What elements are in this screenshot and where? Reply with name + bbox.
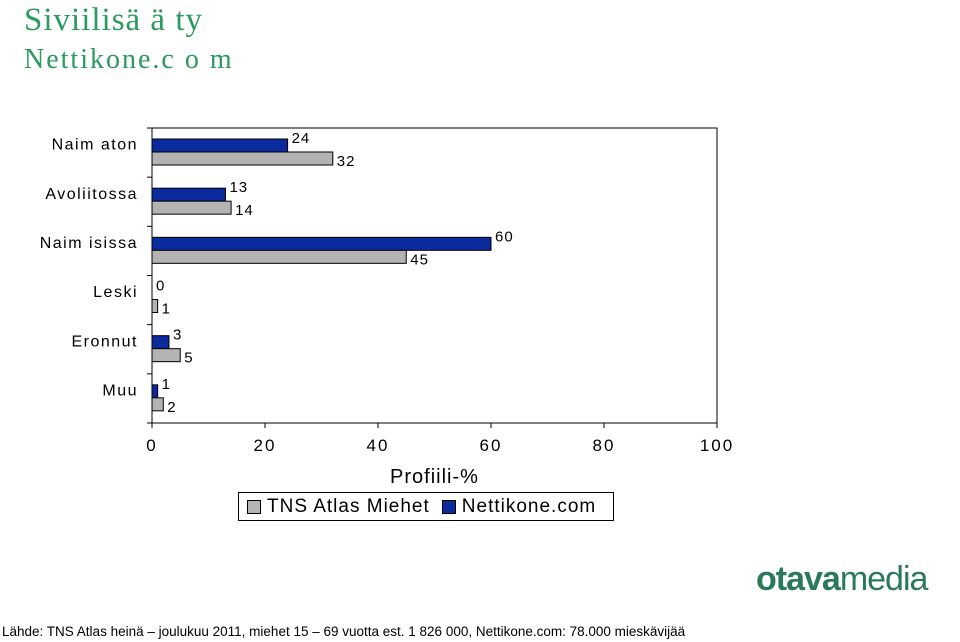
bar [151,384,159,399]
bar [151,187,226,202]
x-tick-label: 100 [700,436,734,455]
x-tick-label: 60 [480,436,503,455]
legend-label-nettikone: Nettikone.com [461,495,597,517]
x-tick-label: 20 [254,436,277,455]
category-label: Leski [93,284,138,301]
bar [151,151,334,166]
page-title: Siviilisä ä ty [24,2,203,38]
bar [151,200,232,215]
data-label: 0 [156,278,165,295]
legend-label-tns: TNS Atlas Miehet [267,495,430,517]
data-label: 2 [167,399,176,416]
x-tick-label: 0 [146,436,157,455]
bar [151,138,289,153]
data-label: 1 [162,301,171,318]
data-label: 13 [229,179,248,196]
bar [151,397,164,412]
bar [151,249,407,264]
chart-legend: TNS Atlas Miehet Nettikone.com [238,492,614,521]
source-footer: Lähde: TNS Atlas heinä – joulukuu 2011, … [2,624,686,639]
bar [151,299,159,313]
category-label: Avoliitossa [45,186,138,203]
data-label: 24 [292,130,311,147]
category-label: Eronnut [71,333,138,350]
legend-swatch-nettikone [441,499,456,514]
page-subtitle: Nettikone.c o m [24,44,234,75]
category-label: Naim aton [52,137,138,154]
legend-item-nettikone: Nettikone.com [441,495,597,518]
data-label: 3 [173,327,182,344]
data-label: 32 [337,153,356,170]
otavamedia-logo: otavamedia [756,560,928,598]
x-tick-label: 80 [593,436,616,455]
data-label: 5 [184,350,193,367]
category-label: Muu [102,382,138,399]
legend-item-tns: TNS Atlas Miehet [247,496,430,518]
bar [151,236,492,251]
bar [151,348,181,363]
plot-area [151,127,718,424]
legend-swatch-tns [247,499,261,514]
x-tick-label: 40 [367,436,390,455]
x-axis-title: Profiili-% [390,466,479,488]
bar [151,335,170,350]
data-label: 1 [162,376,171,393]
data-label: 45 [410,251,429,268]
data-label: 60 [495,228,514,245]
category-label: Naim isissa [40,235,138,252]
data-label: 14 [235,202,254,219]
